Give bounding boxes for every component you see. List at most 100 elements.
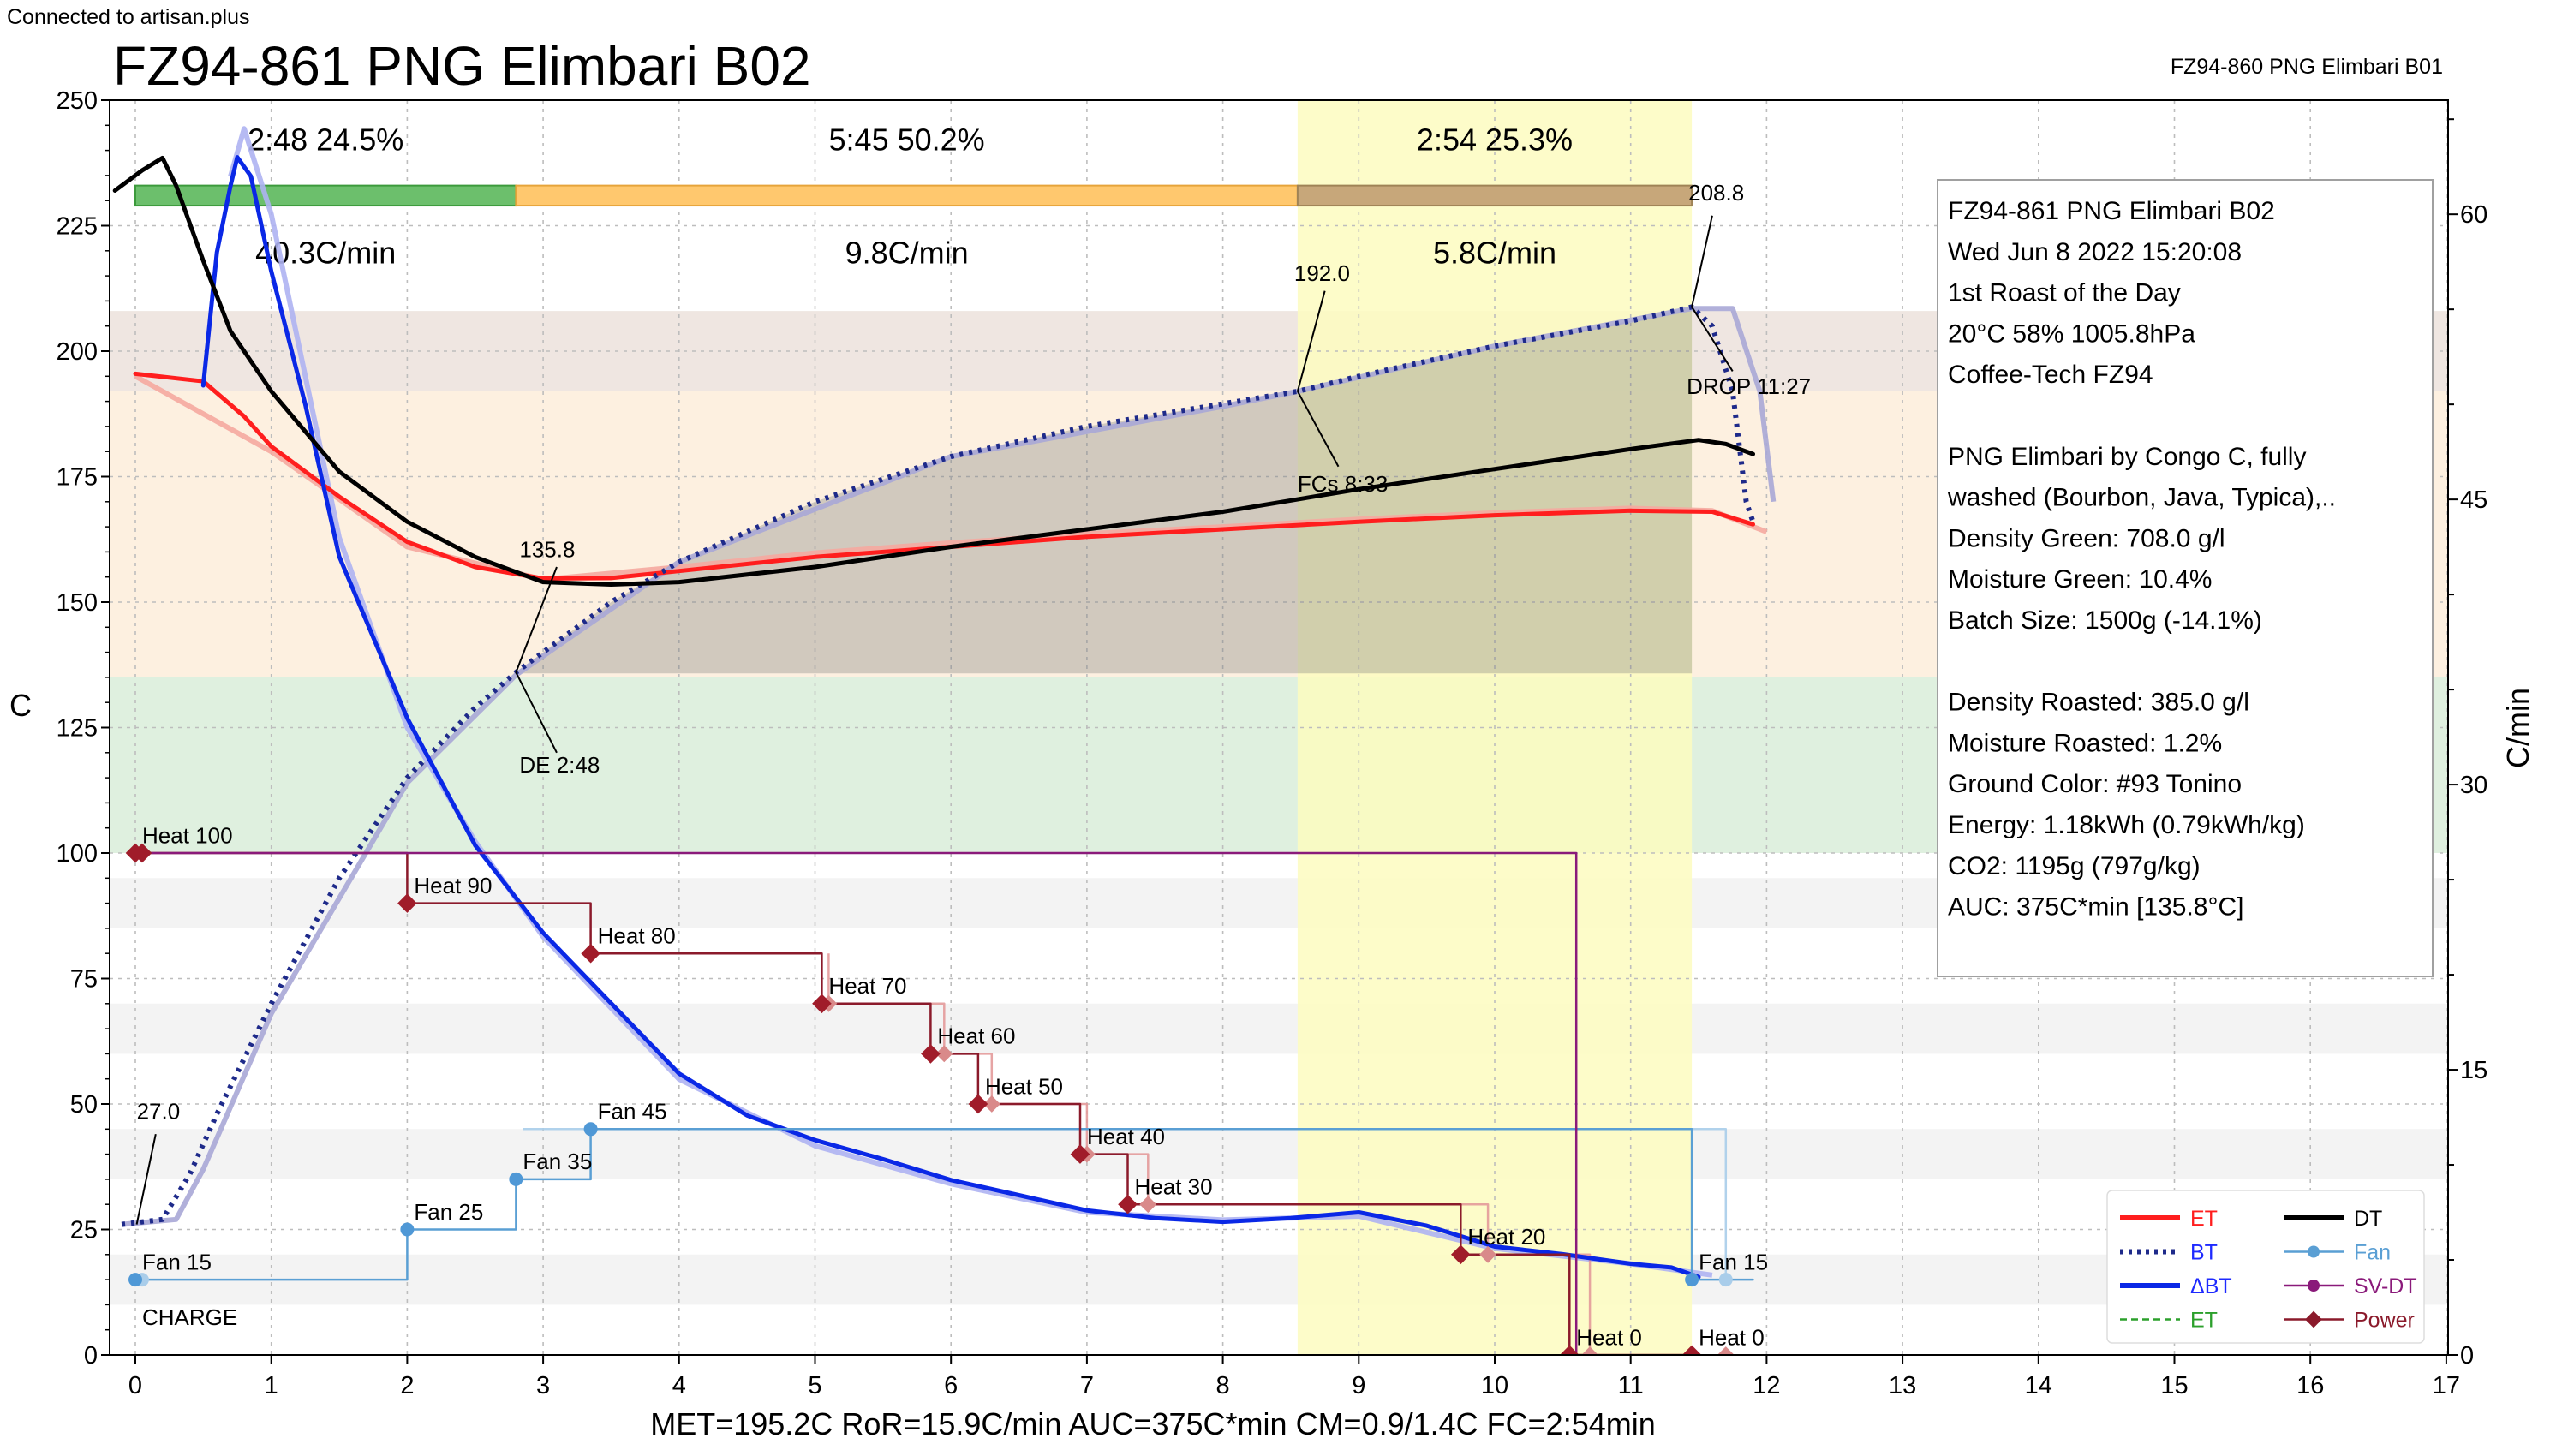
roast-info-line: Coffee-Tech FZ94	[1948, 361, 2153, 389]
event-annotation: Heat 0	[1699, 1324, 1765, 1350]
event-annotation: Heat 20	[1467, 1224, 1545, 1250]
event-annotation: 135.8	[519, 536, 575, 562]
chart-title: FZ94-861 PNG Elimbari B02	[113, 35, 811, 97]
x-tick-label: 5	[808, 1372, 821, 1399]
x-tick-label: 2	[400, 1372, 414, 1399]
x-tick-label: 6	[944, 1372, 958, 1399]
y-tick-label: 75	[70, 966, 98, 994]
fan-marker-background	[1718, 1273, 1733, 1287]
x-tick-label: 14	[2025, 1372, 2052, 1399]
roast-info-line: Wed Jun 8 2022 15:20:08	[1948, 238, 2242, 266]
phase-duration-label: 2:48 24.5%	[248, 122, 403, 158]
roast-info-line: washed (Bourbon, Java, Typica),..	[1947, 484, 2336, 512]
power-marker	[1681, 1345, 1702, 1355]
x-tick-label: 4	[672, 1372, 686, 1399]
y2-tick-label: 45	[2460, 486, 2487, 514]
background-stripe	[110, 1129, 2448, 1179]
event-annotation: 192.0	[1294, 260, 1350, 286]
x-tick-label: 12	[1753, 1372, 1780, 1399]
phase-ror-label: 5.8C/min	[1433, 235, 1556, 270]
background-curve-delta-bt	[228, 126, 1713, 1278]
phase-duration-label: 2:54 25.3%	[1417, 122, 1573, 158]
phase-ror-label: 9.8C/min	[845, 235, 969, 270]
x-tick-label: 7	[1080, 1372, 1094, 1399]
phase-bar	[134, 184, 517, 207]
connection-status: Connected to artisan.plus	[7, 5, 250, 29]
roast-info-line: 1st Roast of the Day	[1948, 279, 2181, 307]
x-tick-label: 11	[1618, 1372, 1644, 1399]
roast-info-line: Moisture Roasted: 1.2%	[1948, 729, 2222, 757]
annotation-leader	[135, 1133, 157, 1225]
phase-duration-label: 5:45 50.2%	[829, 122, 985, 158]
legend-label: Power	[2354, 1309, 2415, 1333]
annotation-leader	[1691, 215, 1713, 307]
background-stripe	[110, 1003, 2448, 1054]
fan-marker	[128, 1273, 142, 1287]
event-annotation: Fan 35	[523, 1149, 592, 1174]
annotation-leader	[1297, 391, 1340, 468]
x-tick-label: 16	[2296, 1372, 2324, 1399]
power-marker-background	[982, 1095, 1000, 1113]
event-annotation: Heat 40	[1087, 1124, 1165, 1149]
curve-delta-bt	[200, 155, 1701, 1280]
event-annotation: Heat 60	[937, 1023, 1015, 1049]
power-marker-background	[1139, 1196, 1157, 1214]
roast-info-line: Moisture Green: 10.4%	[1948, 565, 2212, 594]
auc-area	[516, 307, 1693, 674]
power-marker	[1070, 1144, 1090, 1164]
y2-axis-label: C/min	[2500, 688, 2535, 768]
event-annotation: Heat 0	[1576, 1324, 1642, 1350]
annotation-leader	[515, 671, 558, 754]
event-annotation: DE 2:48	[519, 752, 600, 778]
y-tick-label: 0	[84, 1342, 98, 1369]
roast-info-box: FZ94-861 PNG Elimbari B02 Wed Jun 8 2022 …	[1937, 179, 2434, 977]
power-marker-background	[935, 1045, 953, 1063]
event-annotation: CHARGE	[142, 1304, 237, 1330]
y-tick-label: 150	[57, 589, 98, 617]
background-stripe	[110, 1254, 2448, 1305]
event-annotation: Fan 25	[414, 1199, 483, 1225]
y2-tick-label: 30	[2460, 772, 2487, 799]
event-annotation: Heat 70	[828, 973, 906, 999]
phase-bar	[515, 184, 1299, 207]
power-marker	[1451, 1244, 1471, 1265]
y-tick-label: 100	[57, 840, 98, 868]
roast-info-line: PNG Elimbari by Congo C, fully	[1948, 443, 2306, 471]
roast-info-line: Density Roasted: 385.0 g/l	[1948, 689, 2249, 717]
power-marker	[1118, 1194, 1138, 1214]
legend-key-fan-marker	[2308, 1245, 2320, 1258]
y-tick-label: 25	[70, 1217, 98, 1244]
curve-sv-dt	[134, 851, 1578, 1355]
event-annotation: 27.0	[137, 1099, 181, 1125]
legend-key-sv-dt-marker	[2308, 1280, 2320, 1292]
y-tick-label: 200	[57, 338, 98, 366]
event-annotation: Heat 30	[1135, 1173, 1213, 1199]
fan-marker	[509, 1172, 523, 1186]
power-marker	[968, 1094, 988, 1114]
legend-label: BT	[2190, 1241, 2218, 1265]
y-tick-label: 250	[57, 87, 98, 115]
y2-tick-label: 15	[2460, 1057, 2487, 1084]
x-tick-label: 9	[1352, 1372, 1365, 1399]
roast-info-line: Energy: 1.18kWh (0.79kWh/kg)	[1948, 811, 2305, 839]
curve-fan	[134, 1128, 1754, 1281]
legend-label: ΔBT	[2190, 1274, 2232, 1298]
roast-info-line: 20°C 58% 1005.8hPa	[1948, 319, 2195, 348]
event-annotation: Heat 100	[142, 822, 233, 848]
x-tick-label: 10	[1481, 1372, 1508, 1399]
roast-info-frame	[1937, 179, 2434, 977]
event-annotation: Heat 80	[598, 922, 676, 948]
roast-info-line: CO2: 1195g (797g/kg)	[1948, 852, 2201, 880]
legend-frame	[2106, 1190, 2425, 1344]
y-tick-label: 175	[57, 464, 98, 492]
x-tick-label: 13	[1889, 1372, 1916, 1399]
roast-info-line: Density Green: 708.0 g/l	[1948, 524, 2225, 552]
x-tick-label: 8	[1216, 1372, 1230, 1399]
legend-label: ET	[2190, 1309, 2218, 1333]
y-axis-label: C	[9, 688, 32, 723]
x-tick-label: 1	[265, 1372, 278, 1399]
legend-label: ET	[2190, 1207, 2218, 1231]
y-tick-label: 50	[70, 1091, 98, 1119]
roast-info-line: FZ94-861 PNG Elimbari B02	[1948, 197, 2275, 225]
